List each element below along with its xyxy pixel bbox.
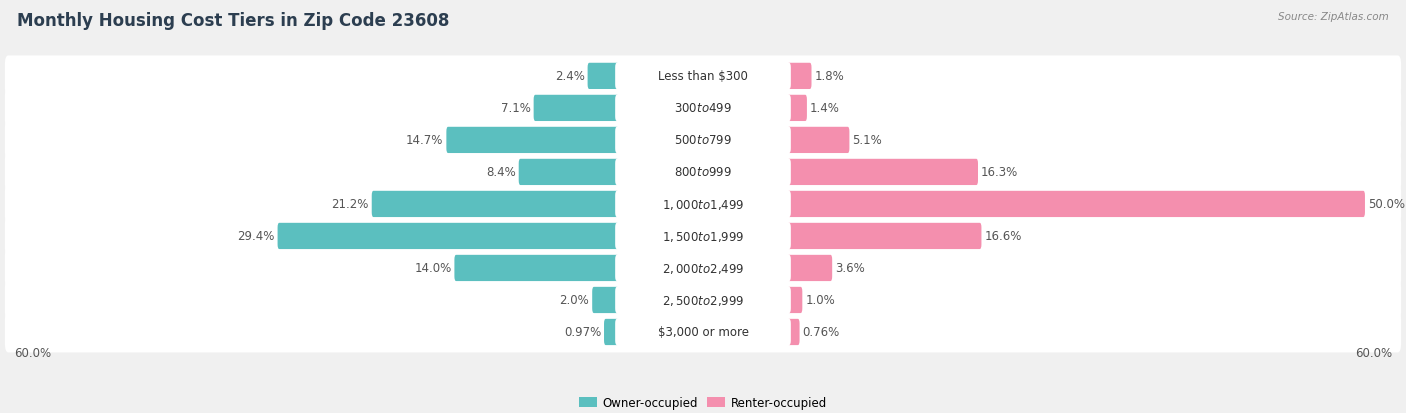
FancyBboxPatch shape (371, 191, 619, 218)
FancyBboxPatch shape (592, 287, 619, 313)
Text: 16.6%: 16.6% (984, 230, 1022, 243)
Text: 1.8%: 1.8% (814, 70, 844, 83)
FancyBboxPatch shape (616, 191, 790, 218)
Text: 50.0%: 50.0% (1368, 198, 1405, 211)
FancyBboxPatch shape (616, 128, 790, 154)
FancyBboxPatch shape (605, 319, 619, 345)
Text: 0.97%: 0.97% (564, 326, 602, 339)
FancyBboxPatch shape (4, 216, 1402, 257)
FancyBboxPatch shape (4, 120, 1402, 161)
Text: $1,000 to $1,499: $1,000 to $1,499 (662, 197, 744, 211)
FancyBboxPatch shape (4, 56, 1402, 97)
FancyBboxPatch shape (616, 287, 790, 313)
FancyBboxPatch shape (4, 312, 1402, 353)
Text: $2,500 to $2,999: $2,500 to $2,999 (662, 293, 744, 307)
Text: 29.4%: 29.4% (238, 230, 274, 243)
FancyBboxPatch shape (787, 64, 811, 90)
FancyBboxPatch shape (787, 191, 1365, 218)
Text: 16.3%: 16.3% (981, 166, 1018, 179)
Text: 1.0%: 1.0% (806, 294, 835, 307)
Text: 2.4%: 2.4% (555, 70, 585, 83)
FancyBboxPatch shape (616, 319, 790, 345)
FancyBboxPatch shape (616, 159, 790, 185)
FancyBboxPatch shape (787, 223, 981, 249)
Text: 5.1%: 5.1% (852, 134, 882, 147)
FancyBboxPatch shape (534, 95, 619, 122)
FancyBboxPatch shape (616, 95, 790, 122)
FancyBboxPatch shape (787, 319, 800, 345)
FancyBboxPatch shape (4, 88, 1402, 129)
FancyBboxPatch shape (4, 152, 1402, 193)
Text: $500 to $799: $500 to $799 (673, 134, 733, 147)
Text: $3,000 or more: $3,000 or more (658, 326, 748, 339)
FancyBboxPatch shape (787, 255, 832, 281)
Text: 60.0%: 60.0% (14, 347, 51, 359)
Text: 14.0%: 14.0% (415, 262, 451, 275)
FancyBboxPatch shape (4, 280, 1402, 320)
Text: $300 to $499: $300 to $499 (673, 102, 733, 115)
Text: $2,000 to $2,499: $2,000 to $2,499 (662, 261, 744, 275)
Legend: Owner-occupied, Renter-occupied: Owner-occupied, Renter-occupied (579, 396, 827, 409)
FancyBboxPatch shape (588, 64, 619, 90)
FancyBboxPatch shape (446, 128, 619, 154)
Text: Less than $300: Less than $300 (658, 70, 748, 83)
Text: 7.1%: 7.1% (501, 102, 531, 115)
Text: 2.0%: 2.0% (560, 294, 589, 307)
FancyBboxPatch shape (4, 184, 1402, 225)
FancyBboxPatch shape (787, 287, 803, 313)
FancyBboxPatch shape (787, 95, 807, 122)
Text: 60.0%: 60.0% (1355, 347, 1392, 359)
Text: 0.76%: 0.76% (803, 326, 839, 339)
Text: Monthly Housing Cost Tiers in Zip Code 23608: Monthly Housing Cost Tiers in Zip Code 2… (17, 12, 450, 30)
Text: Source: ZipAtlas.com: Source: ZipAtlas.com (1278, 12, 1389, 22)
FancyBboxPatch shape (454, 255, 619, 281)
Text: 1.4%: 1.4% (810, 102, 839, 115)
FancyBboxPatch shape (616, 64, 790, 90)
Text: $800 to $999: $800 to $999 (673, 166, 733, 179)
FancyBboxPatch shape (519, 159, 619, 185)
FancyBboxPatch shape (277, 223, 619, 249)
Text: 14.7%: 14.7% (406, 134, 443, 147)
FancyBboxPatch shape (616, 223, 790, 249)
Text: 3.6%: 3.6% (835, 262, 865, 275)
Text: 8.4%: 8.4% (486, 166, 516, 179)
FancyBboxPatch shape (616, 255, 790, 281)
Text: 21.2%: 21.2% (332, 198, 368, 211)
FancyBboxPatch shape (787, 159, 979, 185)
FancyBboxPatch shape (4, 248, 1402, 289)
FancyBboxPatch shape (787, 128, 849, 154)
Text: $1,500 to $1,999: $1,500 to $1,999 (662, 229, 744, 243)
